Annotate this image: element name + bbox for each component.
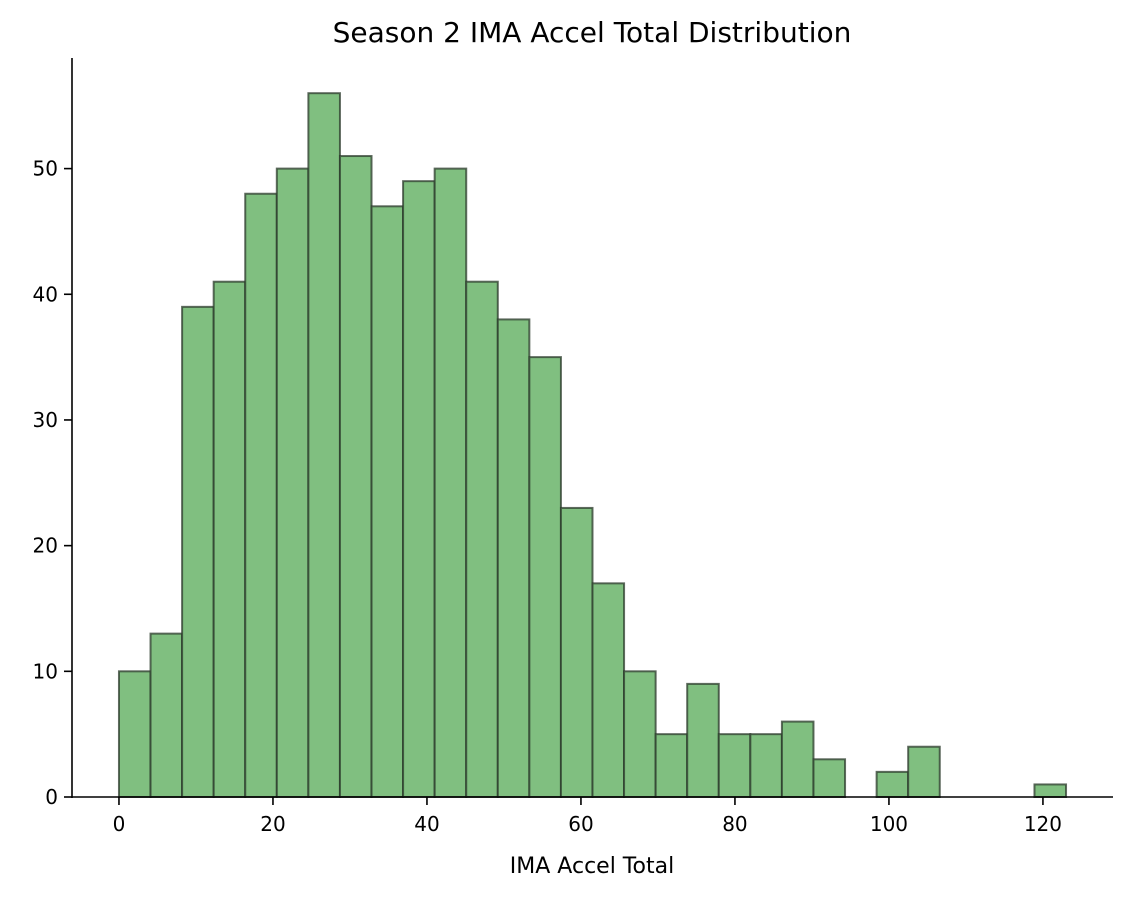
histogram-bar — [402, 180, 436, 798]
y-axis-ticks: 0 10 20 30 40 50 — [33, 157, 72, 809]
histogram-bar — [244, 192, 278, 799]
bars-group — [117, 92, 1068, 799]
histogram-bar — [717, 733, 752, 798]
y-tick-label: 0 — [45, 785, 58, 809]
histogram-bar — [465, 280, 499, 798]
histogram-bar — [559, 506, 594, 798]
x-tick-label: 20 — [260, 812, 285, 836]
histogram-bar — [1033, 783, 1068, 798]
histogram-bar — [654, 733, 689, 798]
x-tick-label: 80 — [722, 812, 747, 836]
histogram-bar — [907, 745, 941, 799]
x-tick-label: 120 — [1024, 812, 1062, 836]
histogram-bar — [307, 92, 341, 798]
chart-title: Season 2 IMA Accel Total Distribution — [333, 16, 852, 49]
histogram-bar — [812, 758, 847, 798]
histogram-bar — [275, 167, 310, 798]
histogram-bar — [370, 205, 405, 798]
y-tick-label: 20 — [33, 534, 58, 558]
x-tick-label: 40 — [414, 812, 439, 836]
y-tick-label: 40 — [33, 282, 58, 306]
histogram-bar — [433, 167, 468, 798]
histogram-bar — [623, 670, 657, 798]
histogram-bar — [749, 733, 783, 798]
x-tick-label: 0 — [113, 812, 126, 836]
histogram-bar — [117, 670, 152, 798]
x-tick-label: 100 — [870, 812, 908, 836]
x-tick-label: 60 — [568, 812, 593, 836]
histogram-bar — [591, 582, 626, 799]
histogram-bar — [875, 770, 910, 799]
histogram-bar — [528, 356, 562, 798]
x-axis-label: IMA Accel Total — [510, 854, 674, 879]
x-axis-ticks: 0 20 40 60 80 100 120 — [113, 797, 1062, 836]
histogram-bar — [686, 682, 720, 798]
histogram-bar — [181, 305, 215, 798]
histogram-bar — [780, 720, 815, 799]
histogram-bar — [338, 155, 373, 798]
histogram-bar — [149, 632, 184, 799]
y-tick-label: 10 — [33, 659, 58, 683]
histogram-bar — [212, 280, 247, 798]
histogram-bar — [496, 318, 531, 798]
y-tick-label: 30 — [33, 408, 58, 432]
y-tick-label: 50 — [33, 157, 58, 181]
